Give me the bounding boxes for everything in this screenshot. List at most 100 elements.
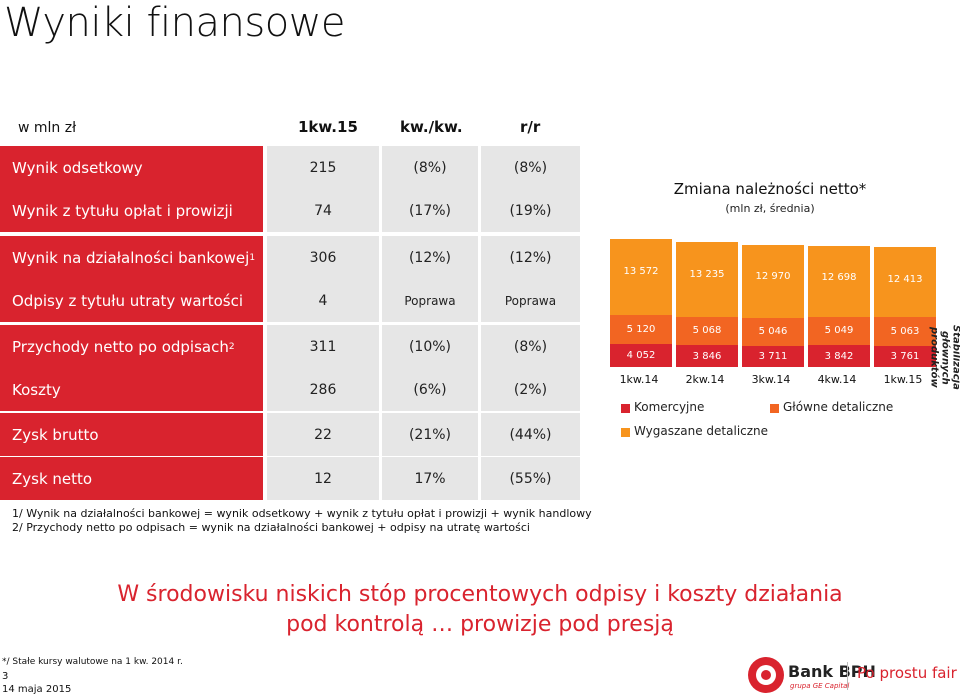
- data-label: 5 068: [692, 325, 722, 337]
- row-label-text: Wynik na działalności bankowej: [12, 248, 250, 267]
- data-label: 3 842: [824, 350, 854, 362]
- footnote-2: 2/ Przychody netto po odpisach = wynik n…: [12, 521, 530, 534]
- chart-subtitle: (mln zł, średnia): [725, 202, 815, 215]
- currency-note: */ Stałe kursy walutowe na 1 kw. 2014 r.: [2, 657, 183, 667]
- brand-sub: grupa GE Capital: [790, 682, 850, 690]
- row-label-footnote-ref: 1: [249, 252, 256, 263]
- table-cell: (44%): [481, 413, 580, 456]
- row-label-text: Odpisy z tytułu utraty wartości: [12, 291, 243, 310]
- row-label: Wynik odsetkowy: [0, 146, 263, 189]
- data-label: 3 846: [692, 350, 722, 362]
- bar-segment: [610, 315, 672, 345]
- category-label: 3kw.14: [751, 373, 791, 386]
- legend-swatch-wygaszane: [621, 428, 630, 437]
- table-cell: (12%): [382, 236, 478, 279]
- table-cell: 215: [267, 146, 379, 189]
- row-label-text: Zysk brutto: [12, 425, 99, 444]
- row-label-text: Zysk netto: [12, 469, 93, 488]
- bar-segment: [610, 239, 672, 316]
- row-label: Wynik na działalności bankowej 1: [0, 236, 263, 279]
- table-cell: 17%: [382, 457, 478, 500]
- bar-segment: [808, 245, 870, 317]
- headline-line-1: W środowisku niskich stóp procentowych o…: [117, 582, 843, 607]
- bar-segment: [874, 247, 936, 318]
- row-label: Koszty: [0, 368, 263, 411]
- data-label: 12 413: [887, 273, 923, 285]
- data-label: 4 052: [626, 350, 656, 362]
- bar-segment: [874, 345, 936, 367]
- data-label: 13 235: [689, 268, 725, 280]
- bar-segment: [676, 345, 738, 367]
- table-cell: 306: [267, 236, 379, 279]
- bar-segment: [874, 317, 936, 346]
- data-label: 12 970: [755, 271, 791, 283]
- date: 14 maja 2015: [2, 684, 72, 695]
- data-label: 12 698: [821, 272, 857, 283]
- table-cell: (8%): [481, 146, 580, 189]
- data-label: 5 120: [626, 323, 656, 335]
- row-label: Zysk netto: [0, 457, 263, 500]
- table-cell: Poprawa: [481, 279, 580, 322]
- table-cell: (55%): [481, 457, 580, 500]
- data-label: 3 711: [758, 351, 788, 363]
- data-label: 3 761: [890, 350, 920, 362]
- row-label: Zysk brutto: [0, 413, 263, 456]
- bar-segment: [742, 317, 804, 347]
- chart-title: Zmiana należności netto*: [673, 180, 867, 198]
- legend-glowne: Główne detaliczne: [783, 400, 894, 414]
- category-label: 4kw.14: [817, 373, 857, 386]
- bar-segment: [676, 316, 738, 346]
- table-cell: (19%): [481, 189, 580, 232]
- bar-segment: [742, 346, 804, 367]
- legend-wygaszane: Wygaszane detaliczne: [634, 424, 769, 438]
- row-label-text: Przychody netto po odpisach: [12, 337, 229, 356]
- table-cell: 12: [267, 457, 379, 500]
- legend-komercyjne: Komercyjne: [634, 400, 705, 414]
- row-label: Odpisy z tytułu utraty wartości: [0, 279, 263, 322]
- row-label: Wynik z tytułu opłat i prowizji: [0, 189, 263, 232]
- bar-segment: [742, 244, 804, 318]
- page-title: Wyniki finansowe: [4, 0, 346, 46]
- page-number: 3: [2, 671, 9, 682]
- table-cell: 22: [267, 413, 379, 456]
- bar-segment: [808, 345, 870, 367]
- table-cell: (10%): [382, 325, 478, 368]
- unit-label: w mln zł: [18, 120, 77, 136]
- table-cell: (17%): [382, 189, 478, 232]
- data-label: 5 046: [758, 326, 788, 338]
- bank-logo-dot: [761, 670, 771, 680]
- row-label-text: Wynik z tytułu opłat i prowizji: [12, 201, 233, 220]
- table-cell: 311: [267, 325, 379, 368]
- data-label: 5 049: [824, 325, 854, 337]
- footnote-1: 1/ Wynik na działalności bankowej = wyni…: [12, 507, 592, 520]
- table-cell: 74: [267, 189, 379, 232]
- header-yoy: r/r: [520, 118, 541, 136]
- table-cell: (12%): [481, 236, 580, 279]
- table-cell: (2%): [481, 368, 580, 411]
- table-cell: (21%): [382, 413, 478, 456]
- table-cell: Poprawa: [382, 279, 478, 322]
- side-note: Stabilizacja głównych produktów: [928, 325, 960, 390]
- category-label: 2kw.14: [685, 373, 725, 386]
- table-cell: 4: [267, 279, 379, 322]
- category-label: 1kw.14: [619, 373, 659, 386]
- legend-swatch-komercyjne: [621, 404, 630, 413]
- row-label-text: Wynik odsetkowy: [12, 158, 143, 177]
- row-label-text: Koszty: [12, 380, 61, 399]
- bar-segment: [610, 344, 672, 367]
- table-cell: (8%): [481, 325, 580, 368]
- category-label: 1kw.15: [883, 373, 923, 386]
- table-cell: (6%): [382, 368, 478, 411]
- table-cell: (8%): [382, 146, 478, 189]
- brand-tagline: Po prostu fair: [857, 664, 957, 682]
- data-label: 13 572: [623, 265, 659, 277]
- legend-swatch-glowne: [770, 404, 779, 413]
- brand-name: Bank BPH: [788, 662, 876, 681]
- row-label-footnote-ref: 2: [228, 341, 235, 352]
- header-qoq: kw./kw.: [400, 118, 463, 136]
- brand-separator: [847, 662, 848, 690]
- headline-line-2: pod kontrolą … prowizje pod presją: [286, 612, 674, 637]
- bar-segment: [808, 316, 870, 346]
- row-label: Przychody netto po odpisach 2: [0, 325, 263, 368]
- header-period: 1kw.15: [298, 118, 358, 136]
